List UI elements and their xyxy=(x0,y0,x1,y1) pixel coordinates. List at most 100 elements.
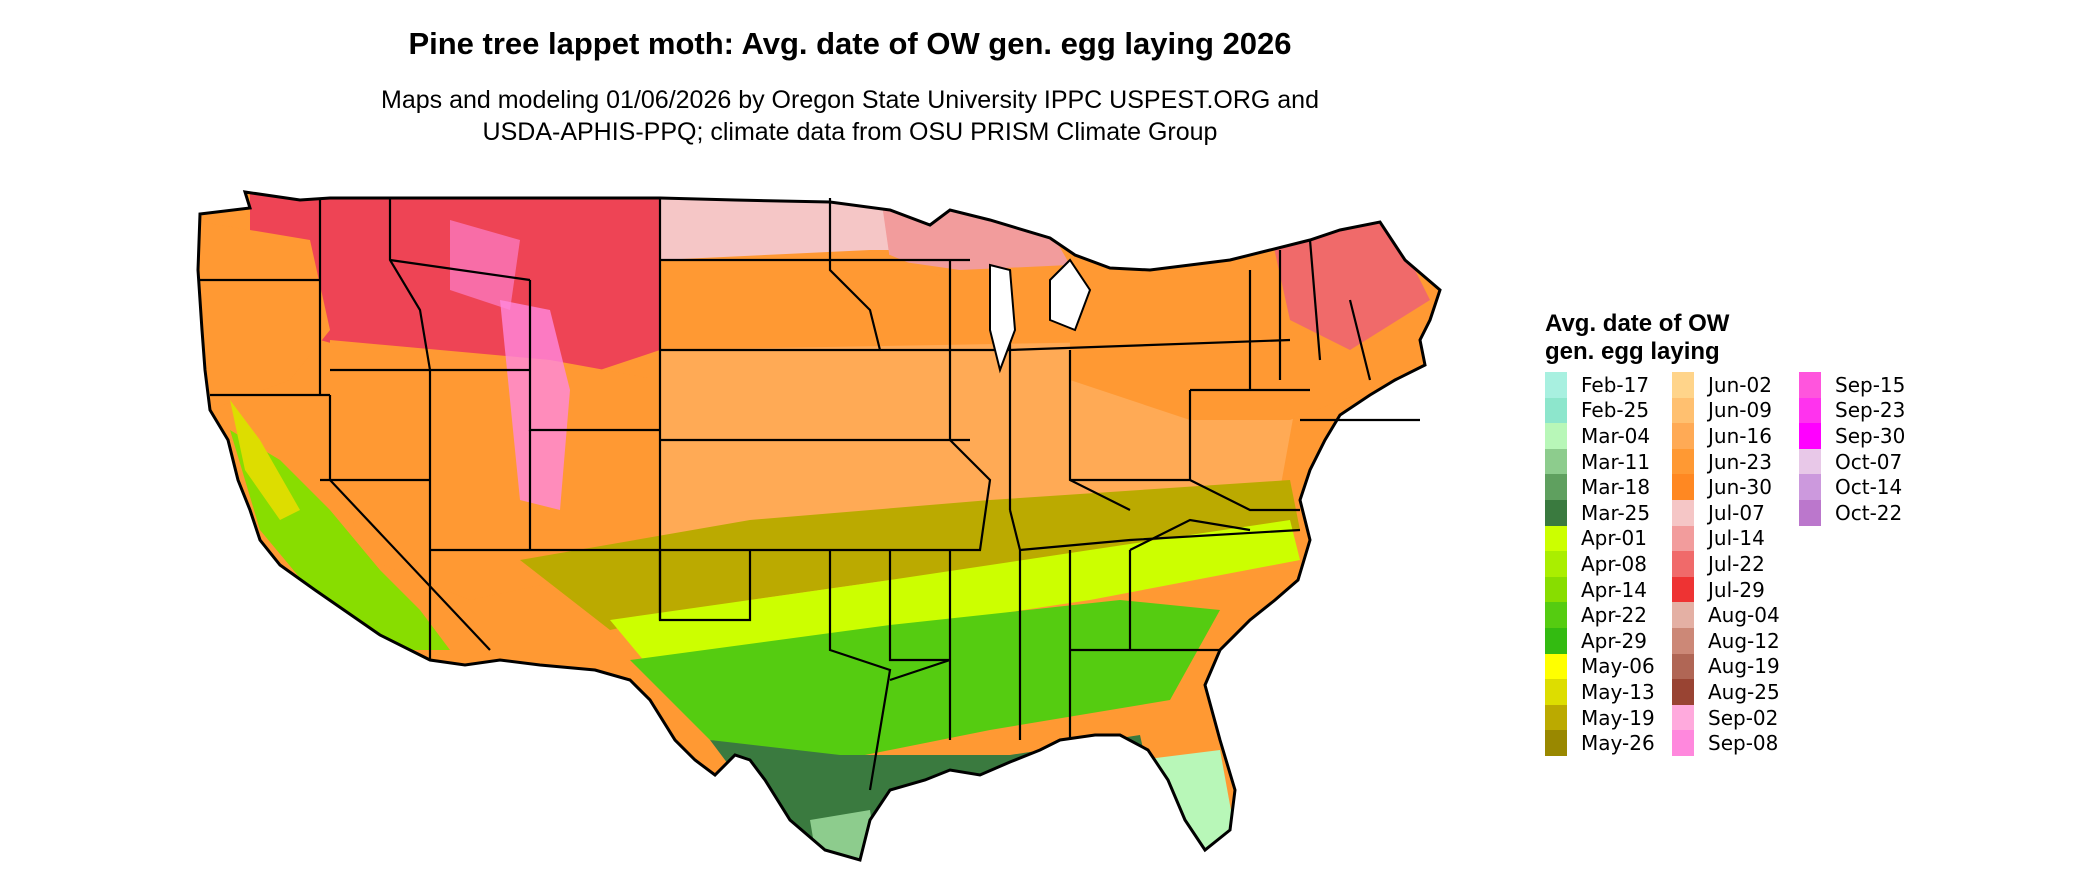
legend-item: Jul-29 xyxy=(1672,576,1807,603)
legend-label: Mar-04 xyxy=(1581,423,1651,448)
legend-label: May-19 xyxy=(1581,705,1655,730)
legend-swatch xyxy=(1545,551,1567,577)
legend-swatch xyxy=(1545,525,1567,552)
legend-label: Sep-02 xyxy=(1708,705,1779,730)
legend-swatch xyxy=(1672,448,1694,475)
legend-label: Jun-23 xyxy=(1708,449,1772,474)
region-pacific-northwest xyxy=(198,220,330,410)
legend-label: Mar-18 xyxy=(1581,475,1651,500)
legend-item: Jul-22 xyxy=(1672,551,1807,577)
legend-item: Oct-14 xyxy=(1799,474,1934,500)
legend-label: Jun-09 xyxy=(1708,398,1772,423)
legend-swatch xyxy=(1545,576,1567,603)
legend-item: Jun-16 xyxy=(1672,423,1807,449)
map-title: Pine tree lappet moth: Avg. date of OW g… xyxy=(408,26,1292,61)
legend-swatch xyxy=(1672,704,1694,731)
legend-item: Oct-07 xyxy=(1799,448,1934,475)
us-map xyxy=(196,190,1442,862)
region-great-lakes xyxy=(880,192,1070,270)
subtitle-line: Maps and modeling 01/06/2026 by Oregon S… xyxy=(381,86,1319,114)
legend-swatch xyxy=(1545,448,1567,475)
legend-swatch xyxy=(1672,499,1694,526)
legend-label: Oct-07 xyxy=(1835,449,1903,474)
legend-item: Sep-30 xyxy=(1799,423,1934,449)
legend-swatch xyxy=(1672,627,1694,654)
legend-item: Sep-23 xyxy=(1799,397,1934,424)
legend-item: Sep-08 xyxy=(1672,730,1807,756)
legend-swatch xyxy=(1799,474,1821,500)
legend-label: Oct-14 xyxy=(1835,475,1903,500)
legend-item: Sep-02 xyxy=(1672,704,1807,731)
legend-item: May-19 xyxy=(1545,704,1680,731)
legend-item: Apr-29 xyxy=(1545,627,1680,654)
legend-label: Apr-22 xyxy=(1581,603,1647,628)
legend-swatch xyxy=(1545,499,1567,526)
legend-item: Apr-14 xyxy=(1545,576,1680,603)
legend-swatch xyxy=(1545,653,1567,680)
legend-item: Oct-22 xyxy=(1799,499,1934,526)
lake-michigan xyxy=(989,263,1017,374)
legend-label: Feb-17 xyxy=(1581,372,1650,397)
legend-label: Sep-23 xyxy=(1835,398,1906,423)
legend-item: Mar-25 xyxy=(1545,499,1680,526)
legend-label: Aug-04 xyxy=(1708,603,1780,628)
great-lakes-water xyxy=(1049,258,1092,332)
legend-swatch xyxy=(1545,704,1567,731)
region-great-basin xyxy=(330,340,660,600)
legend-label: Aug-12 xyxy=(1708,628,1780,653)
legend-label: Apr-14 xyxy=(1581,577,1647,602)
legend-label: May-13 xyxy=(1581,679,1655,704)
legend-label: Sep-15 xyxy=(1835,372,1906,397)
legend-label: May-26 xyxy=(1581,731,1655,756)
map-subtitle: Maps and modeling 01/06/2026 by Oregon S… xyxy=(0,84,1700,148)
legend-label: May-06 xyxy=(1581,654,1655,679)
legend-swatch xyxy=(1672,423,1694,449)
legend-swatch xyxy=(1672,602,1694,628)
legend-swatch xyxy=(1672,551,1694,577)
legend-swatch xyxy=(1545,679,1567,705)
region-mountain-snow xyxy=(500,300,570,510)
legend-swatch xyxy=(1799,448,1821,475)
region-gulf-coast xyxy=(710,735,1150,860)
legend-item: Apr-22 xyxy=(1545,602,1680,628)
legend-label: Jul-29 xyxy=(1708,577,1765,602)
legend-label: Jul-14 xyxy=(1708,526,1765,551)
legend-item: Jul-14 xyxy=(1672,525,1807,552)
legend-label: Jun-02 xyxy=(1708,372,1772,397)
legend-swatch xyxy=(1672,730,1694,756)
subtitle-line: USDA-APHIS-PPQ; climate data from OSU PR… xyxy=(482,118,1218,146)
legend-swatch xyxy=(1672,525,1694,552)
legend-label: Apr-08 xyxy=(1581,551,1647,576)
legend-swatch xyxy=(1799,499,1821,526)
region-california-central xyxy=(230,400,300,520)
legend-swatch xyxy=(1545,627,1567,654)
legend-label: Jun-16 xyxy=(1708,423,1772,448)
legend-label: Aug-25 xyxy=(1708,679,1780,704)
legend-label: Mar-11 xyxy=(1581,449,1651,474)
legend-label: Apr-01 xyxy=(1581,526,1647,551)
legend-swatch xyxy=(1799,423,1821,449)
legend-item: Feb-17 xyxy=(1545,372,1680,398)
legend-item: Aug-19 xyxy=(1672,653,1807,680)
legend-item: May-13 xyxy=(1545,679,1680,705)
legend-title-line: Avg. date of OW xyxy=(1545,310,1730,337)
region-southern-band xyxy=(520,480,1300,630)
legend-item: May-06 xyxy=(1545,653,1680,680)
us-outline xyxy=(196,190,1442,862)
legend-item: Aug-04 xyxy=(1672,602,1807,628)
legend-swatch xyxy=(1672,474,1694,500)
legend-swatch xyxy=(1672,576,1694,603)
legend-item: Jun-09 xyxy=(1672,397,1807,424)
legend-item: Sep-15 xyxy=(1799,372,1934,398)
legend-swatch xyxy=(1672,397,1694,424)
legend-column: Feb-17 Feb-25 Mar-04 Mar-11 Mar-18 Mar-25 Apr-… xyxy=(1545,372,1680,756)
legend-item: Mar-18 xyxy=(1545,474,1680,500)
legend-label: Sep-08 xyxy=(1708,731,1779,756)
legend-swatch xyxy=(1672,653,1694,680)
legend-swatch xyxy=(1672,679,1694,705)
legend-title-line: gen. egg laying xyxy=(1545,338,1720,365)
legend-item: Apr-08 xyxy=(1545,551,1680,577)
legend-swatch xyxy=(1545,474,1567,500)
legend-label: Sep-30 xyxy=(1835,423,1906,448)
legend-swatch xyxy=(1545,730,1567,756)
